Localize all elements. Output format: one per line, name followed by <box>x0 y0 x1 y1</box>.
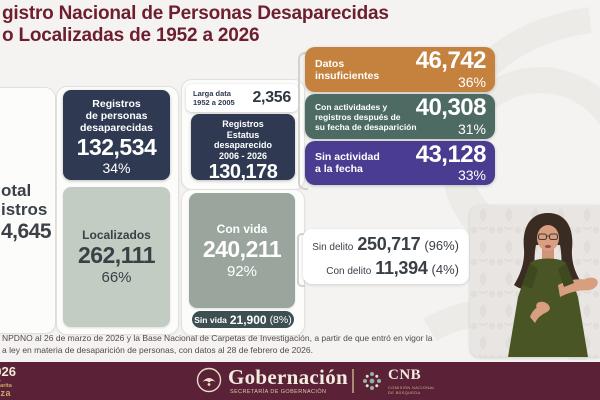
total-registros-card <box>0 87 56 334</box>
desaparecidas-box: Registros de personas desaparecidas 132,… <box>63 90 170 180</box>
title-year-range: 1952 a 2026 <box>155 25 260 46</box>
cnb-subtitle: COMISIÓN NACIONAL DE BÚSQUEDA <box>388 385 435 395</box>
con-actividades-value: 40,308 <box>415 94 487 121</box>
datos-insuficientes-percent: 36% <box>457 74 486 90</box>
con-vida-label: Con vida <box>216 221 268 236</box>
con-delito-label: Con delito <box>326 266 372 277</box>
gobernacion-wordmark: Gobernación <box>228 365 348 389</box>
desaparecidas-value: 132,534 <box>76 134 157 160</box>
estatus-value: 130,178 <box>208 161 278 183</box>
sin-delito-label: Sin delito <box>312 242 354 253</box>
total-value: 4,645 <box>1 220 52 243</box>
larga-data-box: Larga data 1952 a 2005 2,356 <box>186 84 298 112</box>
sin-actividad-value: 43,128 <box>415 141 487 168</box>
page-title: gistro Nacional de Personas Desaparecida… <box>2 3 389 47</box>
desaparecidas-percent: 34% <box>102 160 131 176</box>
footer-divider <box>352 369 354 393</box>
datos-insuficientes-label: Datos insuficientes <box>315 57 380 82</box>
cnb-flower-icon <box>363 372 381 390</box>
sin-delito-percent: (96%) <box>424 238 459 253</box>
localizados-value: 262,111 <box>77 242 156 268</box>
footnote-line-2: a ley en materia de desaparición de pers… <box>2 344 313 355</box>
footnote-line-1: NPDNO al 26 de marzo de 2026 y la Base N… <box>2 333 433 343</box>
emblem-sub2: Margarita <box>0 382 12 389</box>
datos-insuficientes-value: 46,742 <box>415 47 487 74</box>
con-actividades-percent: 31% <box>457 121 486 137</box>
sin-actividad-percent: 33% <box>457 167 486 183</box>
eagle-seal-icon <box>196 367 222 393</box>
con-delito-value: 11,394 <box>375 258 428 278</box>
footer-bar: 2026 año de Margarita Maza Gobernación S… <box>0 362 600 400</box>
con-delito-percent: (4%) <box>431 262 459 277</box>
year-emblem: 2026 año de Margarita Maza <box>0 365 16 398</box>
con-actividades-label: Con actividades y registros después de s… <box>315 101 417 132</box>
total-line-2: istros <box>1 200 48 219</box>
localizados-label: Localizados <box>82 228 151 242</box>
title-line-2: o Localizadas de 1952 a 2026 <box>2 25 260 46</box>
sin-vida-value: 21,900 <box>229 312 267 327</box>
localizados-box: Localizados 262,111 66% <box>63 187 170 327</box>
total-registros-text: otal istros 4,645 <box>1 181 52 244</box>
sin-actividad-box: Sin actividad a la fecha 43,128 33% <box>305 141 495 185</box>
sin-vida-percent: (8%) <box>269 313 292 326</box>
sin-delito-row: Sin delito 250,717 (96%) <box>312 234 459 255</box>
localizados-percent: 66% <box>101 269 132 286</box>
con-vida-percent: 92% <box>226 262 258 280</box>
larga-data-value: 2,356 <box>252 89 291 106</box>
estatus-box: Registros Estatus desaparecido 2006 - 20… <box>191 114 295 183</box>
emblem-year: 2026 <box>0 364 16 379</box>
interpreter-illustration <box>470 205 600 357</box>
sin-vida-label: Sin vida <box>194 314 227 325</box>
sign-language-interpreter-video <box>470 205 600 357</box>
total-line-1: otal <box>1 181 32 200</box>
con-actividades-box: Con actividades y registros después de s… <box>305 94 495 139</box>
datos-insuficientes-box: Datos insuficientes 46,742 36% <box>305 47 495 92</box>
emblem-sub1: año de <box>0 378 16 384</box>
estatus-label: Registros Estatus desaparecido 2006 - 20… <box>213 119 273 161</box>
sin-delito-value: 250,717 <box>357 234 421 254</box>
desaparecidas-label: Registros de personas desaparecidas <box>80 98 153 134</box>
gobernacion-subtitle: SECRETARÍA DE GOBERNACIÓN <box>230 389 327 395</box>
cnb-wordmark: CNB <box>388 367 422 383</box>
delito-card: Sin delito 250,717 (96%) Con delito 11,3… <box>303 229 469 284</box>
bracket-estatus-breakdown <box>298 52 308 190</box>
sin-actividad-label: Sin actividad a la fecha <box>315 151 380 175</box>
larga-data-label: Larga data 1952 a 2005 <box>193 89 235 107</box>
emblem-sub3: Maza <box>0 388 12 398</box>
bracket-delito-breakdown <box>297 233 305 287</box>
title-line-1: gistro Nacional de Personas Desaparecida… <box>2 3 389 24</box>
con-vida-box: Con vida 240,211 92% <box>189 193 295 308</box>
source-footnote: NPDNO al 26 de marzo de 2026 y la Base N… <box>2 333 472 356</box>
con-vida-value: 240,211 <box>202 235 282 262</box>
sin-vida-pill: Sin vida 21,900 (8%) <box>192 311 294 328</box>
con-delito-row: Con delito 11,394 (4%) <box>313 258 459 279</box>
